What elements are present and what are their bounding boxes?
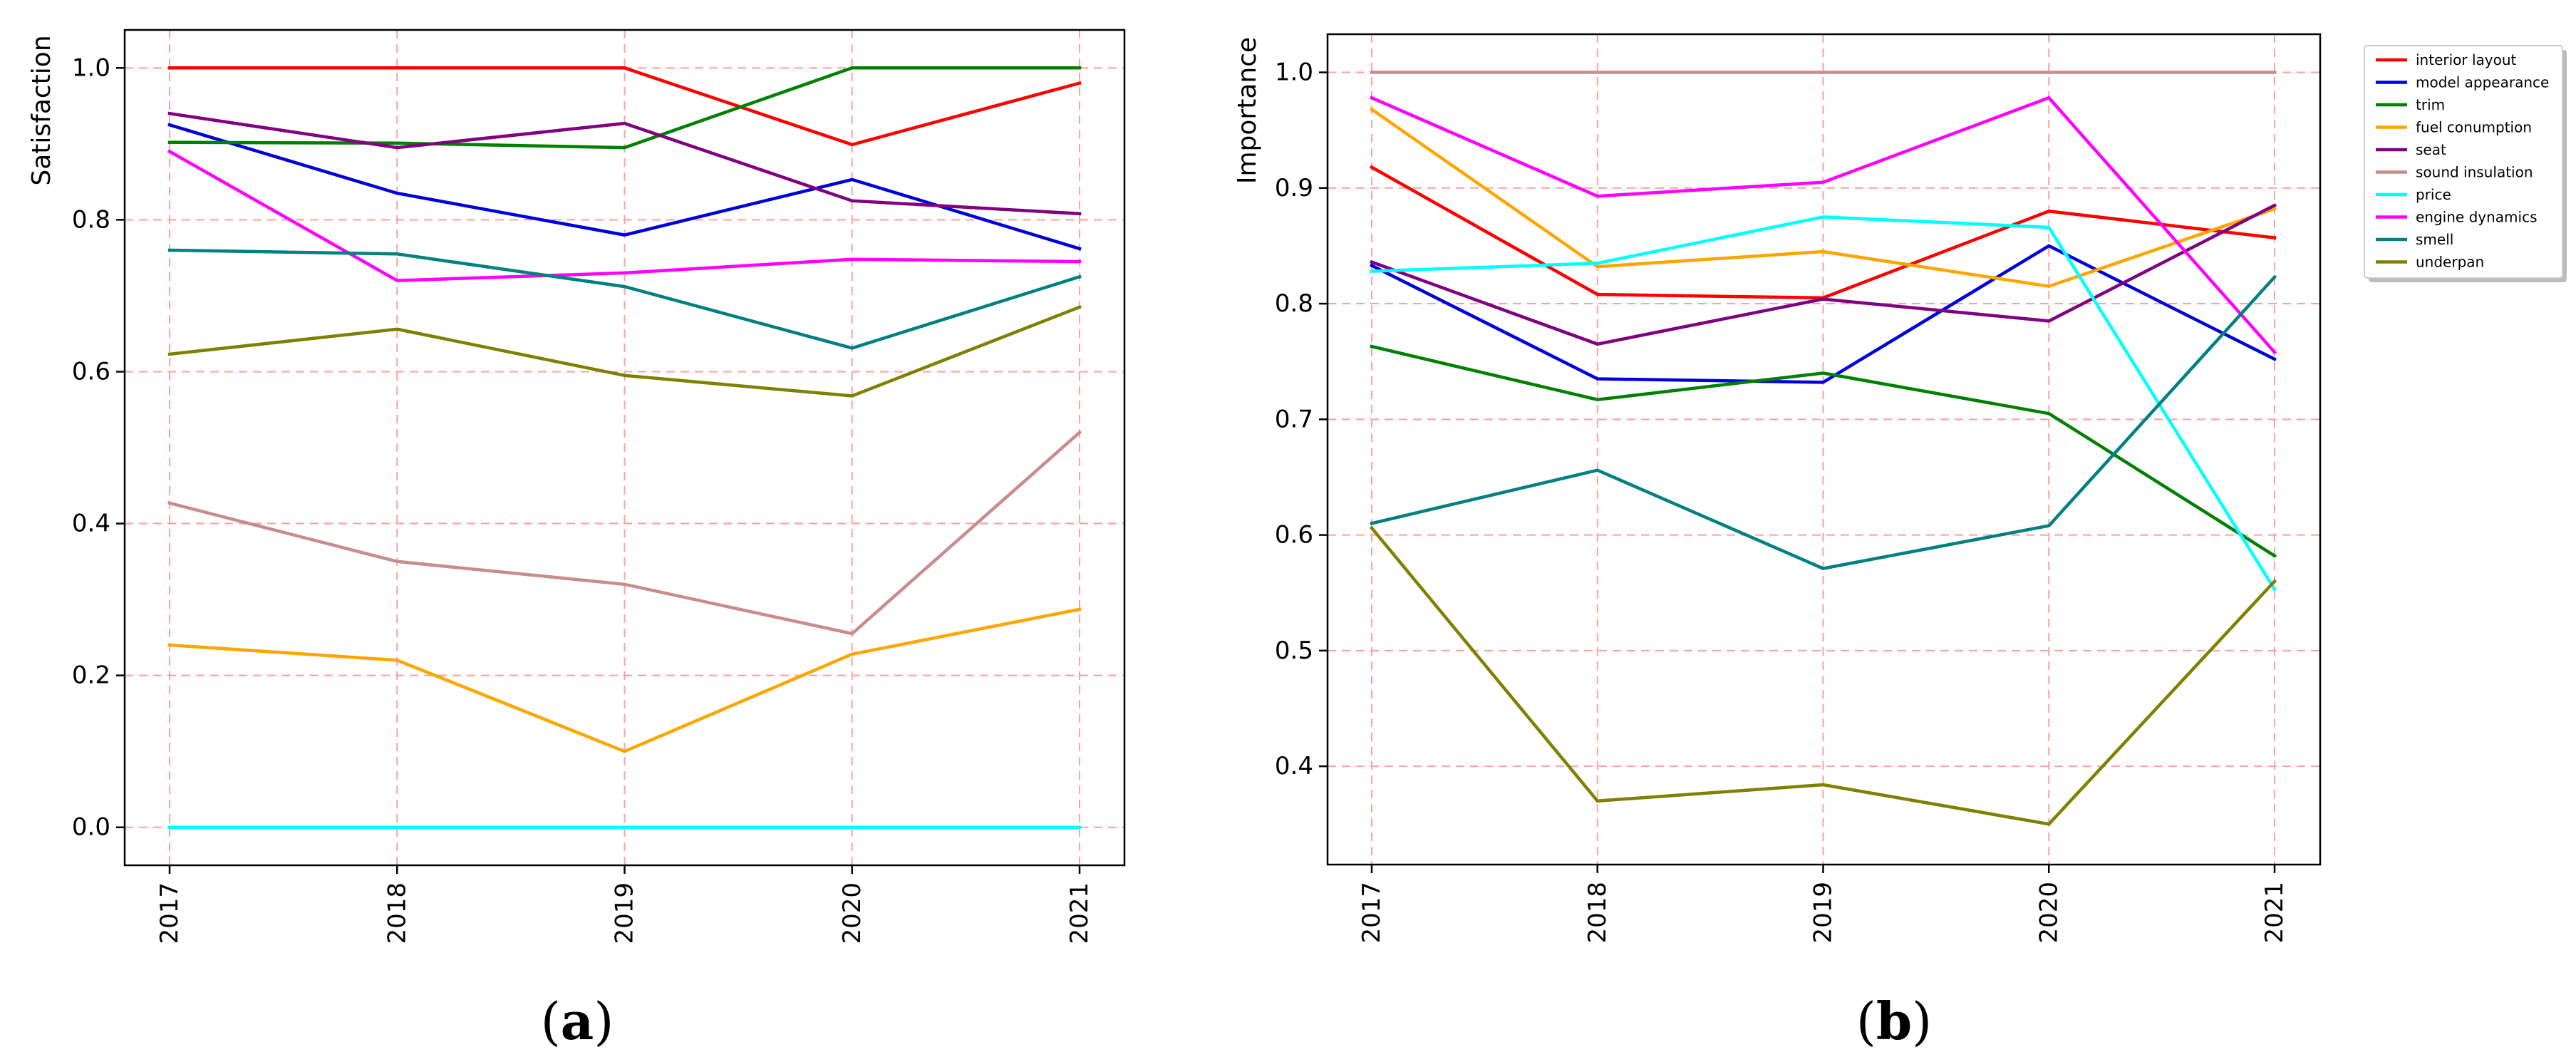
panel-a-label: (a): [541, 991, 614, 1051]
panel-a-label-letter: a: [561, 991, 594, 1051]
legend-entry-label: seat: [2416, 141, 2446, 158]
y-tick-label: 0.6: [1275, 521, 1313, 550]
y-tick-label: 0.6: [72, 357, 110, 386]
series-line-price: [1370, 215, 2277, 592]
x-tick-label: 2020: [2034, 882, 2063, 944]
y-tick-label: 0.8: [72, 205, 110, 234]
y-tick-label: 0.4: [1275, 752, 1313, 780]
legend-entry-label: trim: [2416, 96, 2445, 113]
panel-b-y-axis-label: Importance: [1233, 37, 1262, 184]
y-tick-label: 0.5: [1275, 636, 1313, 665]
panel-b-x-ticks: 2017 2018 2019 2020 2021: [1357, 865, 2289, 944]
panel-a-y-axis-label: Satisfaction: [27, 35, 56, 185]
panel-b-label: (b): [1856, 991, 1933, 1051]
series-line-interior-layout: [167, 66, 1082, 147]
x-tick-label: 2019: [1809, 882, 1838, 944]
x-tick-label: 2017: [155, 882, 184, 944]
series-line-fuel-conumption: [167, 607, 1082, 753]
panel-b-grid: [1328, 34, 2320, 865]
panel-a-y-ticks: 0.0 0.2 0.4 0.6 0.8 1.0: [72, 53, 125, 842]
y-tick-label: 0.4: [72, 510, 110, 538]
y-tick-label: 0.7: [1275, 405, 1313, 433]
x-tick-label: 2019: [611, 882, 639, 944]
x-tick-label: 2018: [383, 882, 411, 944]
y-tick-label: 0.9: [1275, 174, 1313, 202]
y-tick-label: 0.8: [1275, 289, 1313, 318]
legend: interior layout model appearance trim fuel …: [2364, 45, 2567, 282]
x-tick-label: 2017: [1357, 882, 1386, 944]
series-line-model-appearance: [167, 123, 1082, 251]
series-line-engine-dynamics: [1370, 96, 2277, 355]
legend-items: interior layout model appearance trim fuel …: [2376, 51, 2549, 271]
series-line-trim: [1370, 344, 2277, 558]
panel-b-series: [1369, 71, 2277, 826]
panel-a-x-ticks: 2017 2018 2019 2020 2021: [155, 865, 1094, 944]
legend-entry-label: model appearance: [2416, 74, 2549, 91]
panel-a-series: [167, 66, 1082, 829]
series-line-engine-dynamics: [167, 149, 1082, 282]
x-tick-label: 2018: [1583, 882, 1612, 944]
y-tick-label: 1.0: [72, 53, 110, 82]
series-line-underpan: [167, 304, 1082, 398]
legend-entry-label: smell: [2416, 231, 2453, 248]
legend-entry-label: fuel conumption: [2416, 119, 2532, 136]
legend-entry-label: sound insulation: [2416, 164, 2533, 181]
series-line-sound-insulation: [167, 430, 1082, 636]
y-tick-label: 0.0: [72, 813, 110, 842]
x-tick-label: 2021: [2260, 882, 2289, 944]
x-tick-label: 2020: [838, 882, 867, 944]
legend-entry-label: underpan: [2416, 254, 2484, 271]
series-line-trim: [167, 66, 1082, 150]
series-line-smell: [1370, 274, 2277, 570]
legend-box: [2364, 45, 2563, 279]
legend-entry-label: interior layout: [2416, 51, 2517, 68]
series-line-seat: [167, 111, 1082, 216]
legend-entry-label: price: [2416, 186, 2451, 203]
panel-b-label-letter: b: [1876, 991, 1912, 1051]
panel-b-y-ticks: 0.4 0.5 0.6 0.7 0.8 0.9 1.0: [1275, 58, 1328, 780]
panel-a-chart: 2017 2018 2019 2020 2021 0.00.20.40.60.81.0 …: [27, 29, 1126, 1051]
y-tick-label: 0.2: [72, 661, 110, 690]
series-line-seat: [1370, 203, 2277, 346]
series-line-smell: [167, 248, 1082, 350]
series-line-fuel-conumption: [1369, 107, 2277, 289]
series-line-underpan: [1369, 525, 2277, 826]
y-tick-label: 1.0: [1275, 58, 1313, 87]
legend-entry-label: engine dynamics: [2416, 209, 2538, 226]
panel-b-chart: 2017 2018 2019 2020 2021 0.4 0.5 0.6 0.7 0.8 0.9 1…: [1233, 33, 2322, 1051]
x-tick-label: 2021: [1065, 882, 1094, 944]
